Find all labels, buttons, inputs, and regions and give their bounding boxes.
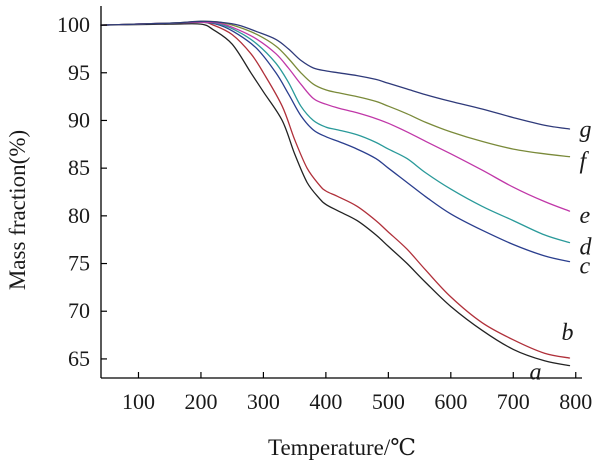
series-line-c — [101, 22, 570, 261]
x-axis-label: Temperature/℃ — [268, 435, 416, 460]
x-tick-label: 400 — [309, 389, 342, 414]
x-tick-label: 600 — [434, 389, 467, 414]
y-tick-label: 85 — [68, 155, 90, 180]
y-tick-label: 80 — [68, 203, 90, 228]
x-tick-label: 100 — [122, 389, 155, 414]
y-tick-label: 65 — [68, 346, 90, 371]
series-label-b: b — [562, 320, 574, 346]
series-label-g: g — [580, 117, 592, 143]
y-tick-label: 75 — [68, 251, 90, 276]
y-tick-label: 95 — [68, 60, 90, 85]
y-axis-label: Mass fraction(%) — [5, 130, 30, 290]
x-tick-label: 200 — [184, 389, 217, 414]
series-line-e — [101, 22, 570, 211]
x-tick-label: 500 — [372, 389, 405, 414]
ticks-group: 100 200 300 400 500 600 700 800 65 70 75 80 85 90 95 10… — [57, 12, 592, 414]
series-label-e: e — [580, 203, 591, 229]
x-tick-label: 700 — [497, 389, 530, 414]
y-tick-label: 70 — [68, 298, 90, 323]
series-group — [101, 21, 570, 365]
x-tick-label: 800 — [559, 389, 592, 414]
series-label-f: f — [580, 149, 590, 175]
x-tick-label: 300 — [247, 389, 280, 414]
series-line-f — [101, 21, 570, 156]
series-label-d: d — [580, 235, 593, 261]
y-tick-label: 100 — [57, 12, 90, 37]
series-line-g — [101, 21, 570, 129]
y-tick-label: 90 — [68, 107, 90, 132]
series-label-a: a — [530, 360, 542, 386]
tga-line-chart: 100 200 300 400 500 600 700 800 65 70 75 80 85 90 95 10… — [0, 0, 604, 469]
axes-group — [101, 6, 582, 378]
